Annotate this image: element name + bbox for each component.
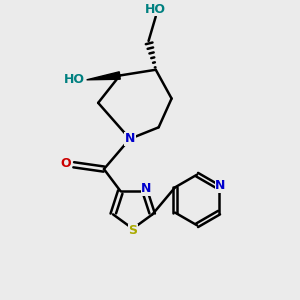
Text: O: O xyxy=(60,157,71,170)
Polygon shape xyxy=(87,72,120,80)
Text: S: S xyxy=(128,224,137,238)
Text: HO: HO xyxy=(64,73,85,86)
Text: N: N xyxy=(215,179,226,192)
Text: N: N xyxy=(141,182,152,195)
Text: HO: HO xyxy=(145,3,166,16)
Text: N: N xyxy=(125,132,135,146)
